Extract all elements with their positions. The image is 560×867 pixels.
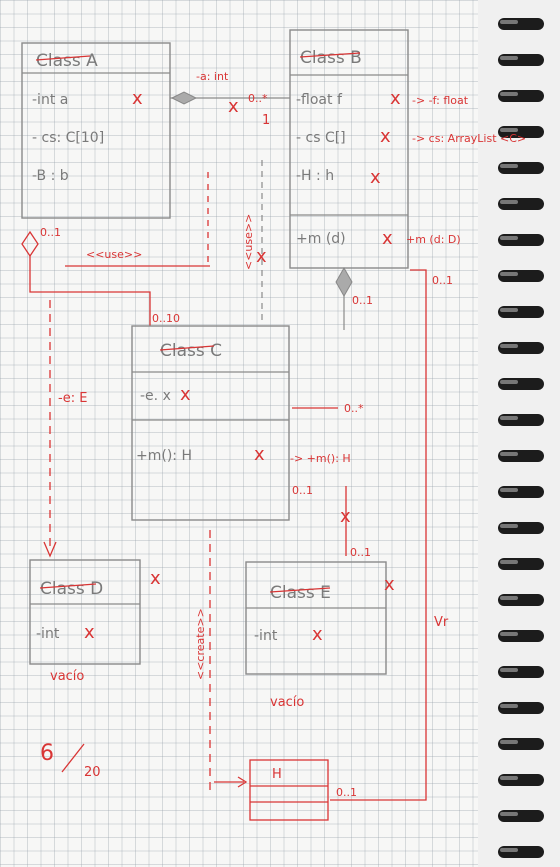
a-composition-diamond [21,230,39,258]
class-h-title: H [272,767,282,782]
spiral-ring-highlight [500,776,518,780]
mark-x-13: x [312,624,323,645]
spiral-ring-highlight [500,92,518,96]
class-c-box: Class C -e. x +m(): H x x [131,325,290,521]
grade-total: 20 [84,765,101,780]
class-e-title: Class E [270,583,331,603]
mark-x-1: x [132,88,143,109]
mult-c-0star: 0..* [344,402,364,415]
spiral-ring-highlight [500,200,518,204]
spiral-ring-highlight [500,740,518,744]
spiral-ring-highlight [500,128,518,132]
class-b-attr-1: -float f [296,92,343,108]
class-a-attr-2: - cs: C[10] [32,130,104,146]
mult-e-01: 0..1 [350,546,371,559]
spiral-ring-highlight [500,596,518,600]
mult-h-01: 0..1 [336,786,357,799]
use-label-horizontal: <<use>> [86,248,142,261]
class-e-attr: -int [254,628,278,644]
correction-f-float: -> -f: float [412,94,469,107]
spiral-ring-highlight [500,488,518,492]
mark-x-12: x [150,568,161,589]
mark-x-4: x [370,167,381,188]
mark-x-10: x [340,506,351,527]
mark-x-9: x [254,444,265,465]
mark-x-3: x [380,126,391,147]
b-diamond [335,266,353,298]
spiral-binding [478,0,560,867]
spiral-ring-highlight [500,848,518,852]
mult-right-01: 0..1 [432,274,453,287]
class-c-title: Class C [160,341,222,361]
mark-x-6: x [228,96,239,117]
class-b-method: +m (d) [296,231,346,247]
class-a-box: Class A -int a - cs: C[10] -B : b x [21,42,171,219]
class-b-box: Class B -float f - cs C[] -H : h +m (d) … [289,29,409,269]
class-a-attr-3: -B : b [32,168,69,184]
vr-label: Vr [434,615,449,630]
class-c-attr-1: -e. x [140,388,171,404]
class-d-attr: -int [36,626,60,642]
mark-x-2: x [390,88,401,109]
mult-c-010: 0..10 [152,312,180,325]
spiral-ring-highlight [500,416,518,420]
mult-b-01: 0..1 [352,294,373,307]
spiral-ring-highlight [500,344,518,348]
c-d-arrow [43,541,57,558]
a-c-association [29,256,151,326]
spiral-ring-highlight [500,236,518,240]
class-d-note: vacío [50,669,84,684]
spiral-ring-highlight [500,20,518,24]
class-c-method: +m(): H [136,448,192,464]
mark-x-5: x [382,228,393,249]
spiral-ring-highlight [500,560,518,564]
correction-m-h: -> +m(): H [290,452,351,465]
spiral-ring-highlight [500,308,518,312]
class-h-box: H [249,759,329,821]
correction-cs-arraylist: -> cs: ArrayList <C> [412,132,526,145]
mark-x-7: x [256,246,267,267]
spiral-ring-highlight [500,380,518,384]
use-label-vertical: <<use>> [242,214,255,270]
spiral-ring-highlight [500,632,518,636]
class-b-attr-2: - cs C[] [296,130,346,146]
spiral-ring-highlight [500,164,518,168]
spiral-ring-highlight [500,452,518,456]
class-a-attr-1: -int a [32,92,68,108]
grade-score: 6 [40,741,54,766]
correction-e-label: -e: E [58,391,87,406]
create-arrow-head [237,776,248,788]
spiral-ring-highlight [500,668,518,672]
create-label: <<create>> [194,608,207,680]
right-association [330,269,427,801]
class-d-box: Class D -int x x [29,559,161,665]
mult-a-left: 0..1 [40,226,61,239]
class-b-attr-3: -H : h [296,168,334,184]
spiral-ring-highlight [500,704,518,708]
mark-x-8: x [180,384,191,405]
class-b-title: Class B [300,48,362,68]
correction-m-d: +m (d: D) [406,233,461,246]
spiral-ring-highlight [500,524,518,528]
mult-ab-one: 1 [262,113,270,128]
correction-a-int: -a: int [196,70,229,83]
spiral-ring-highlight [500,272,518,276]
mult-ab-star: 0..* [248,92,268,105]
spiral-ring-highlight [500,56,518,60]
class-e-box: Class E -int x x [245,561,395,675]
mult-c-01: 0..1 [292,484,313,497]
a-b-diamond [170,91,198,105]
mark-x-11: x [84,622,95,643]
class-d-title: Class D [40,579,103,599]
class-e-note: vacío [270,695,304,710]
spiral-ring-highlight [500,812,518,816]
class-a-title: Class A [36,51,98,71]
grade: 6 20 [40,741,101,780]
mark-x-14: x [384,574,395,595]
